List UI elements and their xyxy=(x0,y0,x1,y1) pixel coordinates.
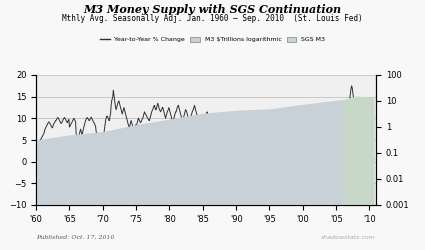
Text: Published: Oct. 17, 2010: Published: Oct. 17, 2010 xyxy=(36,235,115,240)
Text: Mthly Avg. Seasonally Adj. Jan. 1960 – Sep. 2010  (St. Louis Fed): Mthly Avg. Seasonally Adj. Jan. 1960 – S… xyxy=(62,14,363,23)
Legend: Year-to-Year % Change, M3 $Trillions logarithmic, SGS M3: Year-to-Year % Change, M3 $Trillions log… xyxy=(98,34,327,45)
Text: M3 Money Supply with SGS Continuation: M3 Money Supply with SGS Continuation xyxy=(83,4,342,15)
Text: shadowstats.com: shadowstats.com xyxy=(321,235,376,240)
